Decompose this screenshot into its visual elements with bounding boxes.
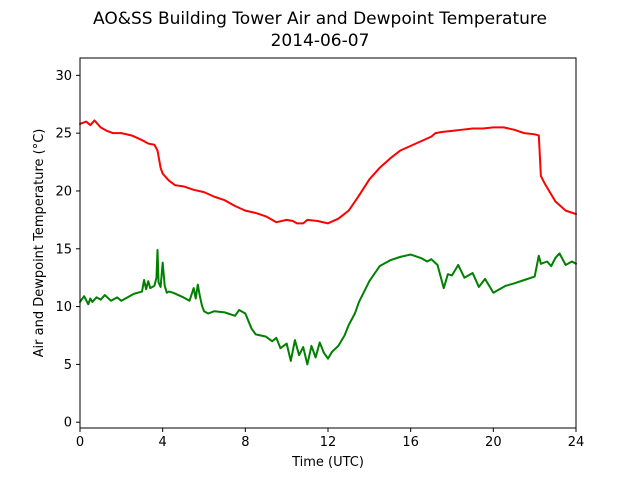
- x-tick-label: 24: [568, 435, 585, 450]
- y-tick-label: 20: [55, 184, 72, 199]
- y-tick-label: 5: [64, 358, 72, 373]
- y-axis-label: Air and Dewpoint Temperature (°C): [32, 129, 47, 358]
- plot-frame: [79, 57, 577, 429]
- x-tick-label: 16: [402, 435, 419, 450]
- x-tick-label: 12: [320, 435, 337, 450]
- y-tick-label: 10: [55, 300, 72, 315]
- y-tick-label: 25: [55, 127, 72, 142]
- series-layer: [79, 119, 577, 366]
- chart-subtitle: 2014-06-07: [271, 31, 370, 51]
- y-tick-label: 30: [55, 69, 72, 84]
- y-tick-label: 15: [55, 242, 72, 257]
- x-tick-label: 8: [241, 435, 249, 450]
- x-axis-ticks: 0 4 8 12 16 20 24: [76, 428, 584, 450]
- x-tick-label: 0: [76, 435, 84, 450]
- x-tick-label: 20: [485, 435, 502, 450]
- air-temperature-line: [79, 119, 577, 225]
- dewpoint-temperature-line: [79, 248, 577, 366]
- y-axis-ticks: 0 5 10 15 20 25 30: [55, 69, 80, 431]
- x-tick-label: 4: [159, 435, 167, 450]
- x-axis-label: Time (UTC): [291, 455, 364, 470]
- y-tick-label: 0: [64, 416, 72, 431]
- chart-title: AO&SS Building Tower Air and Dewpoint Te…: [93, 9, 547, 29]
